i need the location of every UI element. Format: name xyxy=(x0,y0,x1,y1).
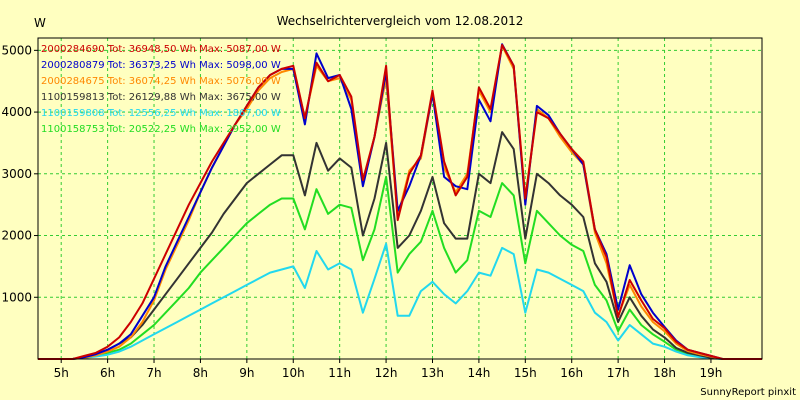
y-axis-label: W xyxy=(34,16,46,30)
x-tick-labels: 5h 6h 7h 8h 9h 10h 11h 12h 13h 14h 15h 16h 17h 18h 19h xyxy=(54,359,723,380)
x-tick-label: 6h xyxy=(100,366,115,380)
y-tick-label: 5000 xyxy=(1,43,32,57)
x-tick-label: 16h xyxy=(560,366,583,380)
x-tick-label: 7h xyxy=(146,366,161,380)
y-tick-label: 2000 xyxy=(1,229,32,243)
x-tick-label: 9h xyxy=(239,366,254,380)
legend-entry-1: 2000284690 Tot: 36948,50 Wh Max: 5087,00… xyxy=(41,44,281,55)
x-tick-label: 15h xyxy=(514,366,537,380)
x-tick-label: 19h xyxy=(700,366,723,380)
x-tick-label: 14h xyxy=(467,366,490,380)
x-tick-label: 10h xyxy=(282,366,305,380)
y-tick-label: 3000 xyxy=(1,167,32,181)
series-line-4 xyxy=(38,131,762,360)
x-tick-label: 8h xyxy=(193,366,208,380)
y-tick-label: 1000 xyxy=(1,290,32,304)
series-line-5 xyxy=(38,242,762,360)
series-line-6 xyxy=(38,175,762,360)
x-tick-label: 18h xyxy=(653,366,676,380)
legend-entry-6: 1100158753 Tot: 20522,25 Wh Max: 2952,00… xyxy=(41,124,281,135)
chart-footer: SunnyReport pinxit xyxy=(700,387,796,398)
x-tick-label: 13h xyxy=(421,366,444,380)
legend-entry-2: 2000280879 Tot: 36373,25 Wh Max: 5098,00… xyxy=(41,60,281,71)
x-tick-label: 17h xyxy=(607,366,630,380)
plot-frame xyxy=(37,37,763,360)
series-line-1 xyxy=(38,44,762,360)
legend-entry-3: 2000284675 Tot: 36074,25 Wh Max: 5076,00… xyxy=(41,76,281,87)
legend: 2000284690 Tot: 36948,50 Wh Max: 5087,00… xyxy=(41,44,281,135)
chart-title: Wechselrichtervergleich vom 12.08.2012 xyxy=(277,14,524,28)
x-tick-label: 11h xyxy=(328,366,351,380)
series-lines xyxy=(38,43,762,360)
y-tick-labels: 1000 2000 3000 4000 5000 xyxy=(1,43,38,304)
grid xyxy=(38,38,762,359)
y-tick-label: 4000 xyxy=(1,105,32,119)
x-tick-label: 5h xyxy=(54,366,69,380)
legend-entry-4: 1100159813 Tot: 26129,88 Wh Max: 3675,00… xyxy=(41,92,281,103)
x-tick-label: 12h xyxy=(375,366,398,380)
legend-entry-5: 1100159808 Tot: 12556,25 Wh Max: 1867,00… xyxy=(41,108,281,119)
